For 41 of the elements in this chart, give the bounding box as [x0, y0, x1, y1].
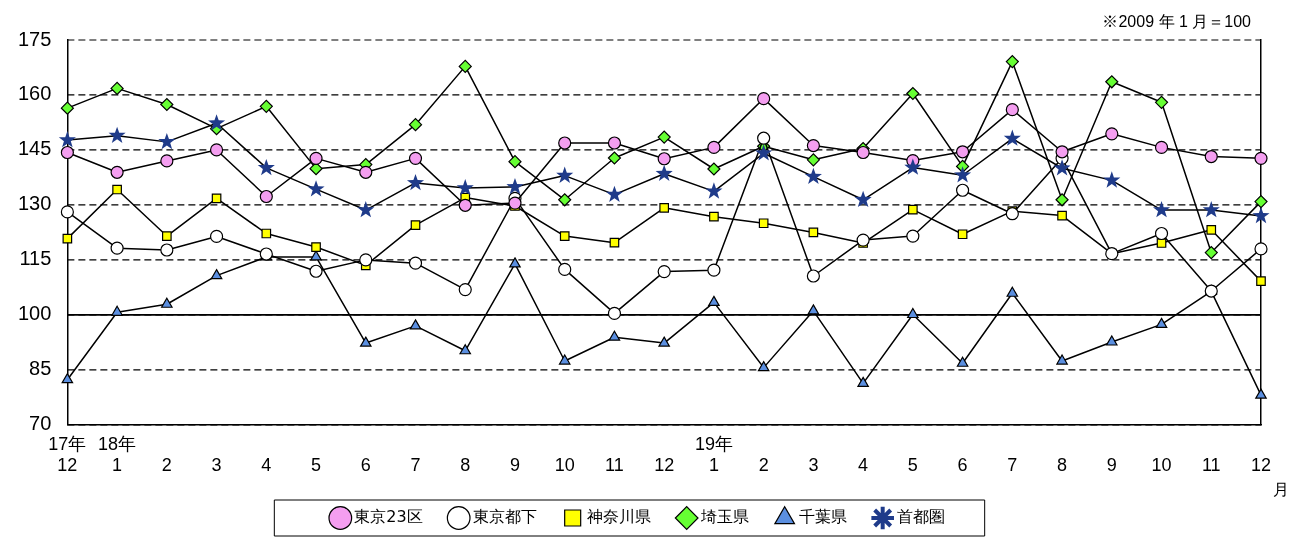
x-tick-label: 11	[1201, 455, 1221, 476]
x-tick-label: 2	[758, 455, 769, 476]
legend-label: 埼玉県	[699, 507, 749, 527]
x-tick-label: 12	[654, 455, 675, 476]
x-tick-label: 6	[360, 455, 371, 476]
x-tick-label: 3	[211, 455, 222, 476]
x-tick-label: 6	[957, 455, 968, 476]
legend-label: 東京都下	[472, 507, 537, 527]
text: ※2009 年 1 月＝100	[1102, 12, 1251, 32]
x-tick-label: 17年 12	[48, 433, 87, 476]
x-tick-label: 12	[1250, 455, 1272, 476]
y-tick-label: 130	[17, 192, 52, 215]
y-tick-label: 115	[19, 247, 52, 270]
x-tick-label: 9	[1106, 455, 1117, 476]
x-axis-title: 月	[1273, 479, 1289, 499]
y-tick-label: 175	[17, 27, 52, 50]
y-tick-label: 100	[17, 302, 52, 325]
x-tick-label: 19年 1	[694, 433, 733, 476]
x-tick-label: 4	[858, 455, 869, 476]
legend-label: 千葉県	[798, 507, 847, 527]
legend-label: 東京23区	[354, 507, 423, 527]
x-tick-label: 7	[1007, 455, 1018, 476]
x-tick-label: 10	[554, 455, 575, 476]
y-tick-label: 160	[17, 82, 52, 105]
x-tick-label: 8	[460, 455, 471, 476]
y-tick-label: 85	[29, 357, 52, 380]
y-tick-label: 145	[17, 137, 52, 160]
x-tick-label: 4	[261, 455, 272, 476]
y-tick-label: 70	[29, 412, 52, 435]
x-tick-label: 3	[808, 455, 819, 476]
x-tick-label: 11	[605, 455, 624, 476]
x-tick-label: 18年 1	[98, 433, 137, 476]
x-tick-label: 10	[1151, 455, 1172, 476]
x-tick-label: 5	[907, 455, 918, 476]
legend-label: 神奈川県	[586, 507, 651, 527]
legend-label: 首都圏	[896, 507, 945, 527]
x-tick-label: 7	[410, 455, 421, 476]
x-tick-label: 5	[311, 455, 322, 476]
x-tick-label: 2	[161, 455, 172, 476]
x-tick-label: 9	[509, 455, 520, 476]
x-tick-label: 8	[1057, 455, 1068, 476]
